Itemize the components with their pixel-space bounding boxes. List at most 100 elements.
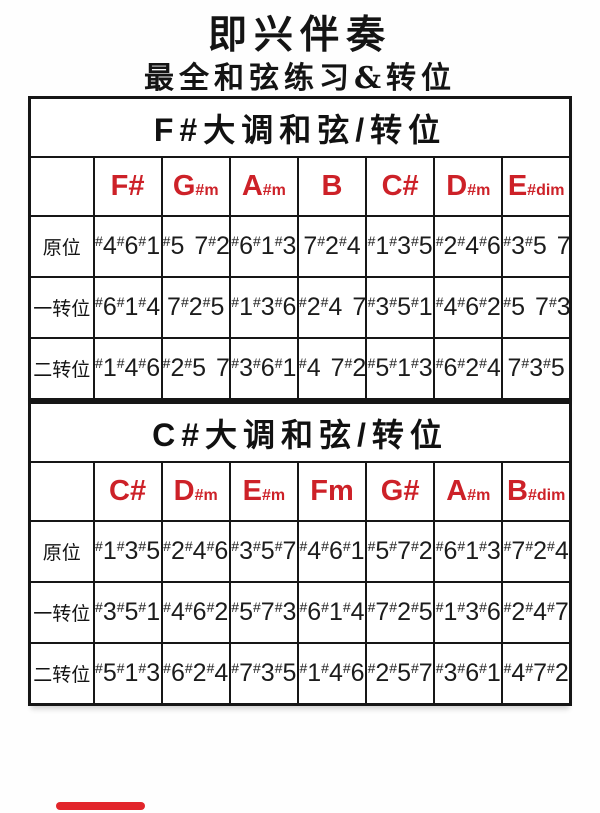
sharp-sign: # bbox=[525, 538, 534, 555]
table-row: 二转位 #5#1#3 #6#2#4 #7#3#5 #1#4#6 #2#5#7 #3#6#1 #… bbox=[28, 642, 572, 706]
table-row: 一转位 #6#1#4 7#2#5 #1#3#6 #2#4 7 #3#5#1 #4#6#2 #5 7… bbox=[28, 276, 572, 340]
chord-name-cell: A#m bbox=[433, 461, 504, 523]
sharp-sign: # bbox=[253, 538, 261, 555]
tone-number: 7 bbox=[535, 293, 549, 322]
tone-number: 3 bbox=[102, 598, 117, 627]
tone-number: 7 bbox=[194, 232, 209, 261]
sharp-sign: # bbox=[503, 233, 512, 250]
chord-name-main: A bbox=[446, 475, 468, 508]
chord-tones-cell: #4#6#2 bbox=[160, 581, 231, 645]
tone-number: 4 bbox=[350, 598, 365, 627]
chord-tones-cell: #6#2#4 bbox=[433, 337, 504, 401]
sharp-sign: # bbox=[163, 599, 171, 616]
corner-blank-cell bbox=[28, 461, 95, 523]
sharp-sign: # bbox=[184, 599, 193, 616]
sharp-sign: # bbox=[367, 233, 376, 250]
tone-number: 3 bbox=[282, 598, 297, 627]
sharp-sign: # bbox=[479, 660, 487, 677]
tone-number: 3 bbox=[443, 659, 458, 688]
chord-tones-cell: #2#5 7 bbox=[160, 337, 231, 401]
tone-number: 3 bbox=[282, 232, 297, 261]
tone-number: 4 bbox=[346, 232, 361, 261]
sharp-sign: # bbox=[162, 355, 171, 372]
tone-number: 6 bbox=[443, 537, 458, 566]
tone-number: 1 bbox=[486, 659, 501, 688]
sharp-sign: # bbox=[116, 233, 125, 250]
chord-name-cell: C# bbox=[92, 461, 163, 523]
chord-tones-cell: #5 7#2 bbox=[160, 215, 231, 279]
chord-name-cell: A#m bbox=[228, 156, 299, 218]
chord-tones-cell: #2#5#7 bbox=[365, 642, 436, 706]
tone-number: 6 bbox=[350, 659, 365, 688]
chord-tones-cell: #2#4#6 bbox=[160, 520, 231, 584]
tone-number: 3 bbox=[529, 354, 544, 383]
tone-number: 1 bbox=[124, 659, 139, 688]
tone-number: 1 bbox=[239, 293, 253, 322]
tone-number: 4 bbox=[554, 537, 569, 566]
tone-number: 1 bbox=[307, 659, 322, 688]
tone-number: 1 bbox=[443, 598, 458, 627]
sharp-sign: # bbox=[138, 599, 147, 616]
chord-name-cell: F# bbox=[92, 156, 163, 218]
tone-number: 3 bbox=[397, 232, 411, 261]
tone-number: 2 bbox=[443, 232, 458, 261]
tone-number: 7 bbox=[507, 354, 522, 383]
sharp-sign: # bbox=[479, 294, 487, 311]
sharp-sign: # bbox=[548, 294, 557, 311]
sharp-sign: # bbox=[321, 599, 329, 616]
sharp-sign: # bbox=[184, 538, 193, 555]
sharp-sign: # bbox=[206, 538, 215, 555]
chord-name-main: G# bbox=[380, 475, 420, 508]
sharp-sign: # bbox=[389, 355, 398, 372]
tone-number: 4 bbox=[102, 232, 117, 261]
sharp-sign: # bbox=[389, 294, 398, 311]
chord-name-cell: C# bbox=[365, 156, 436, 218]
chord-tones-cell: #3#6#1 bbox=[433, 642, 504, 706]
chord-name-main: A bbox=[241, 170, 263, 203]
sharp-sign: # bbox=[457, 660, 466, 677]
sharp-sign: # bbox=[338, 233, 347, 250]
sharp-sign: # bbox=[253, 355, 261, 372]
tone-number: 2 bbox=[325, 232, 339, 261]
sharp-sign: # bbox=[163, 538, 171, 555]
chord-tones-cell: #4#6#1 bbox=[92, 215, 163, 279]
page-subtitle: 最全和弦练习&转位 bbox=[143, 60, 457, 96]
chord-tones-cell: #3#5 7 bbox=[501, 215, 572, 279]
tone-number: 4 bbox=[465, 232, 480, 261]
tone-number: 5 bbox=[239, 598, 253, 627]
table-row: 一转位 #3#5#1 #4#6#2 #5#7#3 #6#1#4 #7#2#5 #1#3#6 #… bbox=[28, 581, 572, 645]
tone-number: 6 bbox=[124, 232, 139, 261]
table-title: C#大调和弦/转位 bbox=[28, 401, 572, 464]
tone-number: 7 bbox=[303, 232, 318, 261]
tone-number: 4 bbox=[124, 354, 139, 383]
tone-number: 3 bbox=[146, 659, 161, 688]
tone-number: 5 bbox=[102, 659, 117, 688]
chord-name-suffix: #m bbox=[262, 182, 286, 200]
table-row: 原位 #4#6#1 #5 7#2 #6#1#3 7#2#4 #1#3#5 #2#4#6 #3#5… bbox=[28, 215, 572, 279]
tone-number: 2 bbox=[418, 537, 433, 566]
tone-number: 3 bbox=[556, 293, 571, 322]
sharp-sign: # bbox=[410, 294, 419, 311]
tone-number: 7 bbox=[397, 537, 411, 566]
sharp-sign: # bbox=[274, 599, 283, 616]
tone-number: 5 bbox=[532, 232, 547, 261]
tone-number: 3 bbox=[418, 354, 433, 383]
chord-tones-cell: #3#5#7 bbox=[228, 520, 299, 584]
chord-tones-cell: #3#6#1 bbox=[228, 337, 299, 401]
chord-table-csharp-major: C#大调和弦/转位 C# D#m E#m Fm G# A#m B#dim 原位 #1#3#5 #… bbox=[28, 401, 572, 707]
video-progress-bar bbox=[56, 802, 145, 810]
sharp-sign: # bbox=[457, 599, 466, 616]
sharp-sign: # bbox=[435, 660, 444, 677]
sharp-sign: # bbox=[547, 660, 555, 677]
sharp-sign: # bbox=[457, 233, 466, 250]
sharp-sign: # bbox=[410, 233, 419, 250]
sharp-sign: # bbox=[180, 294, 189, 311]
chord-name-main: E bbox=[507, 170, 528, 203]
tone-number: 1 bbox=[465, 537, 480, 566]
sharp-sign: # bbox=[253, 599, 261, 616]
sharp-sign: # bbox=[344, 355, 353, 372]
tone-number: 6 bbox=[214, 537, 229, 566]
sharp-sign: # bbox=[547, 538, 555, 555]
tone-number: 6 bbox=[465, 293, 480, 322]
sharp-sign: # bbox=[274, 233, 283, 250]
